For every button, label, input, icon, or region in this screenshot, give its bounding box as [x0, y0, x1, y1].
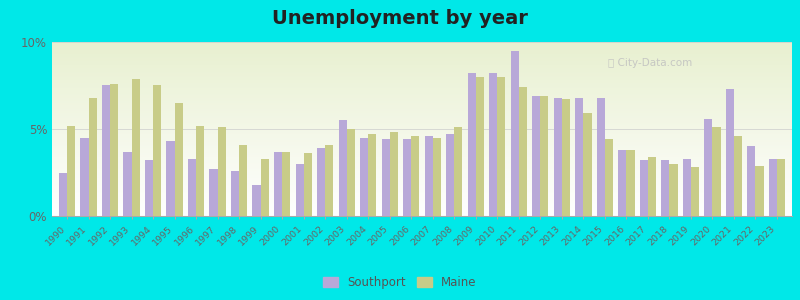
Bar: [188, 159, 196, 216]
Bar: [102, 85, 110, 216]
Bar: [454, 127, 462, 216]
Bar: [231, 171, 239, 216]
Bar: [476, 77, 484, 216]
Bar: [562, 99, 570, 216]
Bar: [575, 98, 583, 216]
Bar: [382, 140, 390, 216]
Bar: [239, 145, 247, 216]
Bar: [597, 98, 605, 216]
Text: ⓘ City-Data.com: ⓘ City-Data.com: [608, 58, 692, 68]
Bar: [346, 129, 355, 216]
Bar: [640, 160, 648, 216]
Bar: [618, 150, 626, 216]
Bar: [532, 96, 540, 216]
Bar: [510, 51, 519, 216]
Bar: [626, 150, 634, 216]
Bar: [166, 141, 174, 216]
Bar: [325, 145, 334, 216]
Bar: [403, 140, 411, 216]
Bar: [274, 152, 282, 216]
Bar: [747, 146, 755, 216]
Bar: [726, 89, 734, 216]
Bar: [174, 103, 182, 216]
Bar: [131, 79, 140, 216]
Bar: [304, 153, 312, 216]
Bar: [769, 159, 777, 216]
Bar: [59, 172, 67, 216]
Bar: [295, 164, 304, 216]
Bar: [662, 160, 670, 216]
Bar: [704, 118, 713, 216]
Bar: [734, 136, 742, 216]
Bar: [425, 136, 433, 216]
Bar: [489, 73, 498, 216]
Bar: [282, 152, 290, 216]
Bar: [89, 98, 97, 216]
Bar: [777, 159, 785, 216]
Bar: [519, 87, 527, 216]
Bar: [368, 134, 376, 216]
Text: Unemployment by year: Unemployment by year: [272, 9, 528, 28]
Bar: [317, 148, 325, 216]
Bar: [153, 85, 162, 216]
Bar: [261, 159, 269, 216]
Bar: [433, 138, 441, 216]
Bar: [670, 164, 678, 216]
Bar: [80, 138, 89, 216]
Bar: [498, 77, 506, 216]
Bar: [468, 73, 476, 216]
Bar: [123, 152, 131, 216]
Bar: [755, 166, 764, 216]
Bar: [338, 120, 346, 216]
Bar: [253, 185, 261, 216]
Bar: [648, 157, 656, 216]
Legend: Southport, Maine: Southport, Maine: [318, 272, 482, 294]
Bar: [390, 133, 398, 216]
Bar: [145, 160, 153, 216]
Bar: [218, 127, 226, 216]
Bar: [691, 167, 699, 216]
Bar: [583, 113, 591, 216]
Bar: [210, 169, 218, 216]
Bar: [554, 98, 562, 216]
Bar: [605, 140, 613, 216]
Bar: [446, 134, 454, 216]
Bar: [540, 96, 549, 216]
Bar: [411, 136, 419, 216]
Bar: [110, 84, 118, 216]
Bar: [713, 127, 721, 216]
Bar: [196, 125, 204, 216]
Bar: [682, 159, 691, 216]
Bar: [67, 125, 75, 216]
Bar: [360, 138, 368, 216]
